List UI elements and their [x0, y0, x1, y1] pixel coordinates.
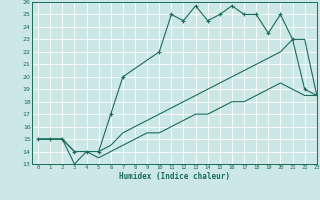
X-axis label: Humidex (Indice chaleur): Humidex (Indice chaleur): [119, 172, 230, 181]
